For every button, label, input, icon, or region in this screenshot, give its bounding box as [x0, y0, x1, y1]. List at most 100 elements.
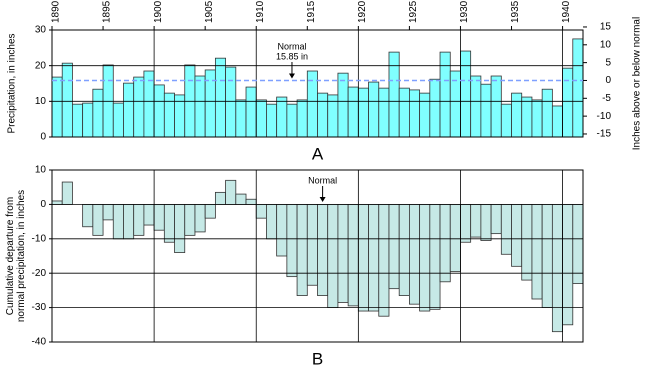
- bar: [82, 102, 94, 138]
- bar: [541, 203, 553, 308]
- y-tick-label: 0: [40, 199, 46, 210]
- bar: [245, 86, 257, 138]
- y2-tick-label: 10: [600, 39, 612, 50]
- bar: [286, 103, 298, 138]
- bar: [449, 203, 461, 272]
- bar: [235, 99, 247, 138]
- bar: [225, 66, 237, 138]
- y2-tick-label: -15: [597, 129, 612, 140]
- bar: [163, 203, 175, 243]
- bar: [378, 87, 390, 138]
- bar: [551, 203, 563, 333]
- bar: [357, 87, 369, 138]
- x-tick-label: 1930: [459, 0, 470, 23]
- bar: [214, 191, 226, 205]
- arrow-head: [288, 73, 295, 79]
- bar: [511, 203, 523, 267]
- plot-frame: [51, 29, 584, 138]
- bar: [531, 203, 543, 300]
- bar: [184, 203, 196, 236]
- bar: [317, 203, 329, 296]
- y2-tick-label: -5: [602, 93, 611, 104]
- bar: [143, 203, 155, 226]
- bar: [286, 203, 298, 278]
- panel-label: B: [312, 349, 323, 368]
- x-tick-label: 1940: [561, 0, 572, 23]
- bar: [562, 67, 574, 138]
- bar: [541, 88, 553, 138]
- bar: [409, 89, 421, 138]
- bar: [245, 198, 257, 205]
- bar: [460, 203, 472, 243]
- bar: [72, 103, 84, 138]
- x-tick-label: 1900: [153, 0, 164, 23]
- bar: [521, 96, 533, 138]
- bar: [204, 203, 216, 219]
- x-tick-label: 1935: [510, 0, 521, 23]
- bar: [276, 96, 288, 138]
- bar: [531, 99, 543, 138]
- y2-tick-label: 15: [600, 22, 612, 33]
- bar: [317, 92, 329, 138]
- x-tick-label: 1925: [408, 0, 419, 23]
- bar: [296, 99, 308, 138]
- bar: [409, 203, 421, 305]
- bar: [112, 102, 124, 138]
- bar: [368, 81, 380, 138]
- bar: [92, 203, 104, 236]
- y2-tick-label: -10: [597, 111, 612, 122]
- bar: [123, 82, 135, 138]
- bar: [255, 203, 267, 219]
- bar: [357, 203, 369, 312]
- y-axis-label: Cumulative departure from: [5, 197, 16, 315]
- bar: [214, 57, 226, 138]
- arrow-head: [319, 197, 326, 202]
- x-tick-label: 1890: [51, 0, 62, 23]
- bar: [153, 203, 165, 231]
- plot-frame: [51, 169, 584, 343]
- x-tick-label: 1915: [306, 0, 317, 23]
- bar: [174, 203, 186, 253]
- bar: [194, 203, 206, 233]
- bar: [112, 203, 124, 240]
- annotation: Normal: [277, 41, 306, 51]
- bar: [133, 76, 145, 138]
- bar: [194, 75, 206, 138]
- bar: [480, 203, 492, 241]
- y-axis-label: Precipitation, in inches: [7, 33, 18, 133]
- y2-tick-label: 0: [605, 75, 611, 86]
- y-tick-label: -10: [32, 233, 47, 244]
- bar: [266, 103, 278, 138]
- bar: [378, 203, 390, 317]
- x-tick-label: 1920: [357, 0, 368, 23]
- bar: [460, 50, 472, 138]
- bar: [337, 203, 349, 303]
- bar: [153, 84, 165, 138]
- y-tick-label: 10: [35, 96, 47, 107]
- bar: [429, 78, 441, 138]
- bar: [225, 179, 237, 205]
- bar: [511, 92, 523, 138]
- annotation: 15.85 in: [276, 51, 308, 61]
- y-axis-label: normal precipitation, in inches: [16, 190, 27, 322]
- bar: [337, 72, 349, 138]
- bar: [61, 62, 73, 138]
- y-tick-label: -40: [32, 337, 47, 348]
- bar: [123, 203, 135, 240]
- bar: [266, 203, 278, 240]
- bar: [419, 92, 431, 138]
- annotation: Normal: [308, 175, 337, 185]
- bar: [480, 83, 492, 138]
- y2-tick-label: 5: [605, 57, 611, 68]
- bar: [551, 105, 563, 138]
- y-tick-label: -30: [32, 302, 47, 313]
- bar: [500, 203, 512, 255]
- bar: [51, 76, 63, 138]
- y-tick-label: -20: [32, 268, 47, 279]
- bar: [470, 75, 482, 138]
- bar: [562, 203, 574, 326]
- bar: [398, 203, 410, 296]
- bar: [388, 51, 400, 138]
- x-tick-label: 1905: [204, 0, 215, 23]
